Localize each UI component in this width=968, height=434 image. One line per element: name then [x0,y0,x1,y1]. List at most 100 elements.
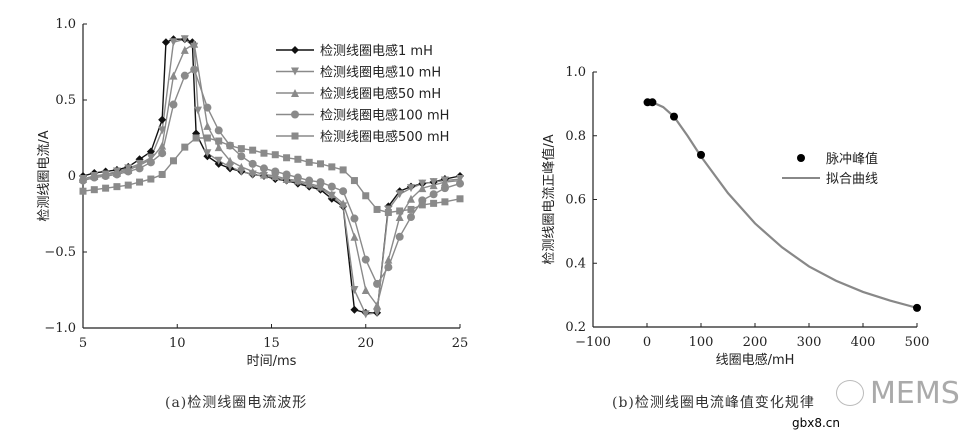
data-point [697,150,705,159]
data-point [373,279,382,288]
legend-label: 检测线圈电感50 mH [320,86,441,102]
legend-marker [797,154,805,162]
data-point [102,184,110,192]
data-point [135,164,144,173]
data-point [316,182,325,191]
x-tick-label: 0 [643,335,651,350]
data-point [169,71,178,80]
data-point [271,151,279,159]
data-point [418,179,427,188]
data-point [339,199,348,208]
legend-marker [291,67,299,76]
data-point [373,301,382,310]
data-point [271,172,280,180]
data-point [327,190,336,199]
data-point [215,137,223,145]
data-point [214,143,223,152]
data-point [294,155,302,163]
data-point [192,134,200,142]
data-point [361,255,370,264]
y-tick-label: −0.5 [44,245,76,260]
data-point [384,263,393,272]
legend-marker [291,110,299,119]
data-point [395,213,404,222]
data-point [283,154,291,162]
data-point [124,181,132,189]
data-point [339,166,347,174]
x-tick-label: 25 [452,336,469,351]
y-tick-label: 1.0 [565,65,586,80]
data-point [648,98,657,107]
data-point [350,305,359,314]
data-point [456,179,464,188]
data-point [361,286,370,294]
y-axis-label: 检测线圈电流/A [37,130,52,221]
data-point [181,143,189,151]
data-point [260,149,268,157]
data-point [440,184,449,193]
legend-label: 检测线圈电感10 mH [320,65,441,81]
y-tick-label: 0.6 [565,193,586,208]
legend-label: 脉冲峰值 [826,151,878,167]
data-point [418,201,426,209]
data-point [430,199,438,207]
data-point [305,176,314,185]
legend-marker [291,46,299,54]
data-point [248,167,257,176]
series-line [82,68,461,286]
data-point [395,232,404,241]
data-point [124,167,133,176]
data-point [203,134,211,142]
data-point [79,176,87,185]
data-point [169,38,178,47]
x-tick-label: 300 [797,335,822,350]
series-line [651,101,918,309]
data-point [180,71,189,80]
data-point [373,308,382,317]
x-tick-label: 100 [689,335,714,350]
data-point [350,286,359,294]
data-point [305,158,313,166]
y-tick-label: 0.8 [565,129,586,144]
x-tick-label: 500 [905,335,930,350]
data-point [362,192,370,200]
watermark-site: gbx8.cn [790,416,842,430]
data-point [147,175,155,183]
data-point [203,149,212,158]
data-point [158,170,166,178]
data-point [90,173,99,182]
legend-label: 检测线圈电感1 mH [320,43,433,59]
data-point [169,157,177,165]
data-point [169,100,178,109]
data-point [112,170,121,179]
data-point [350,214,359,223]
x-tick-label: 200 [743,335,768,350]
data-point [249,146,257,154]
data-point [670,112,678,121]
data-point [350,177,358,185]
data-point [237,145,245,153]
data-point [90,186,98,194]
data-point [327,182,336,191]
data-point [316,178,325,187]
data-point [293,173,302,182]
series-line [82,42,461,307]
data-point [259,170,268,179]
data-point [456,195,464,203]
y-tick-label: −1.0 [44,321,76,336]
wechat-icon [836,380,864,406]
data-point [136,178,144,186]
data-point [146,147,155,156]
y-tick-label: 1.0 [55,17,76,32]
data-point [180,45,189,54]
data-point [373,205,381,213]
x-axis-label: 时间/ms [247,354,297,369]
x-tick-label: 20 [357,336,374,351]
data-point [226,156,235,165]
data-point [226,142,234,150]
data-point [271,167,280,176]
data-point [406,184,415,193]
data-point [328,163,336,171]
data-point [190,39,199,48]
